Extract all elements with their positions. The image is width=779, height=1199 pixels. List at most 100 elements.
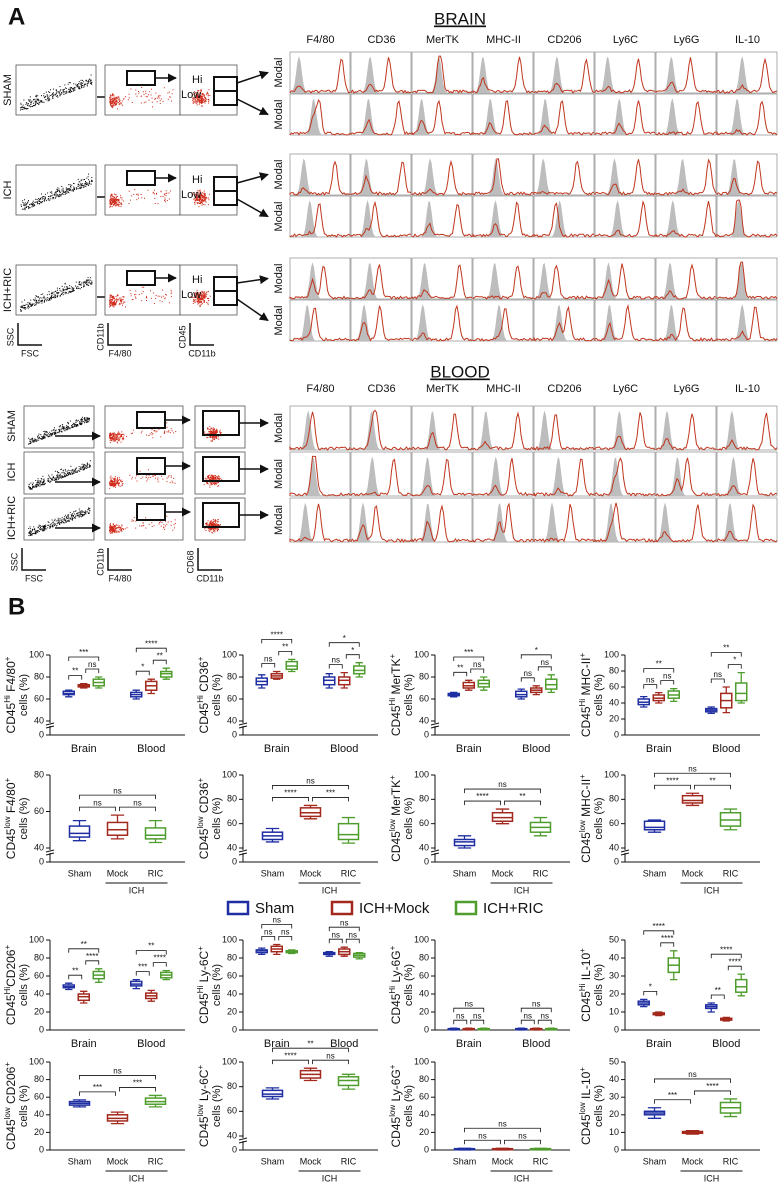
sig-bracket [520, 677, 535, 682]
y-axis-label: CD45low F4/80+ [3, 777, 19, 859]
sig-label: ns [306, 777, 314, 786]
y-tick-label: 80 [227, 952, 237, 962]
histogram-line [594, 412, 656, 451]
y-tick-label: 60 [419, 1092, 429, 1102]
isotype-area [534, 410, 594, 450]
sig-label: **** [729, 957, 741, 966]
sig-label: ns [456, 1011, 464, 1020]
x-tick-label: RIC [148, 868, 164, 878]
sig-bracket [654, 772, 731, 778]
hist-frame [350, 405, 412, 451]
y-axis-label: cells (%) [593, 1085, 605, 1127]
sig-bracket [453, 1019, 468, 1025]
y-label-part: CD45 [4, 1119, 18, 1150]
isotype-area [534, 200, 594, 237]
sig-bracket [464, 1139, 501, 1145]
histogram-line [716, 503, 778, 543]
x-group-label: Blood [330, 743, 358, 755]
hist-frame [472, 451, 534, 497]
gate-label: Low [181, 89, 201, 101]
sig-label: ** [709, 776, 715, 785]
y-label-part: + [196, 946, 205, 951]
isotype-area [656, 56, 716, 93]
sig-label: ns [518, 1131, 526, 1140]
panel-label: B [8, 593, 25, 620]
y-tick-label: 100 [414, 934, 429, 944]
y-label-part: MerTK [389, 780, 403, 819]
sig-label: ** [457, 663, 463, 672]
axis-break [238, 1137, 248, 1144]
hist-frame [289, 195, 351, 238]
dots [28, 460, 91, 490]
histogram-line [533, 57, 595, 94]
box [681, 794, 704, 804]
hist-frame [655, 51, 717, 94]
sig-bracket [85, 960, 100, 965]
y-label-part: MerTK [389, 659, 403, 698]
dots [109, 189, 171, 208]
y-label-part: + [388, 945, 397, 950]
sig-label: ns [349, 930, 357, 939]
sig-bracket [135, 670, 150, 676]
sig-bracket [727, 664, 742, 669]
section-title: BLOOD [430, 362, 490, 381]
histogram-line [594, 58, 656, 94]
sig-bracket [464, 788, 541, 794]
axis-break [238, 722, 248, 729]
y-tick-label: 100 [222, 649, 237, 659]
marker-label: Ly6C [613, 383, 638, 395]
y-axis-label: CD45Hi F4/80+ [3, 656, 19, 733]
sig-label: **** [145, 639, 157, 648]
y-label-part: + [388, 1064, 397, 1069]
x-tick-label: Sham [261, 868, 285, 878]
hist-frame [411, 153, 473, 196]
y-label-part: Hi [3, 695, 12, 703]
histogram-line [533, 305, 595, 342]
whisker-high [722, 686, 730, 694]
sig-bracket [710, 652, 742, 657]
isotype-area [473, 411, 533, 450]
y-label-part: Ly-6C [197, 1069, 211, 1104]
hist-ylabel: Modal [273, 58, 285, 88]
hist-frame [350, 257, 412, 300]
histogram-line [411, 304, 473, 342]
dots [109, 285, 173, 308]
x-tick-label: RIC [723, 1156, 739, 1166]
gate-label: Low [181, 189, 201, 201]
x-tick-label: Mock [300, 868, 322, 878]
histogram-line [411, 55, 473, 94]
y-tick-label: 0 [614, 856, 619, 866]
y-label-part: CD45 [197, 993, 211, 1024]
x-group-label: ICH [322, 1173, 338, 1183]
x-group-label: Brain [264, 1038, 290, 1050]
sig-label: **** [706, 1082, 718, 1091]
sig-bracket [694, 1090, 731, 1095]
y-label-part: + [388, 654, 397, 659]
y-label-part: low [578, 1102, 587, 1114]
sig-bracket [643, 684, 658, 689]
whisker-high [737, 671, 745, 683]
gate-label: Hi [192, 174, 202, 186]
y-tick-label: 0 [614, 729, 619, 739]
histogram-line [472, 56, 534, 94]
box [68, 825, 91, 838]
x-group-label: Blood [522, 1038, 550, 1050]
y-label-part: CD45 [389, 831, 403, 862]
sig-label: * [733, 656, 736, 665]
hist-frame [350, 93, 412, 136]
y-label-part: IL-10 [579, 953, 593, 984]
hist-frame [594, 153, 656, 196]
y-tick-label: 40 [609, 952, 619, 962]
axis-label: CD68 [185, 550, 195, 573]
histogram-line [472, 308, 534, 342]
sig-label: ns [281, 928, 289, 937]
sig-label: **** [154, 954, 166, 963]
x-tick-label: Mock [107, 1156, 129, 1166]
legend-swatch [454, 900, 478, 916]
y-axis-label: cells (%) [403, 1085, 415, 1127]
histogram-line [472, 411, 534, 451]
sig-bracket [710, 678, 725, 683]
y-tick-label: 60 [609, 681, 619, 691]
hist-frame [289, 451, 351, 497]
isotype-area [656, 304, 716, 341]
